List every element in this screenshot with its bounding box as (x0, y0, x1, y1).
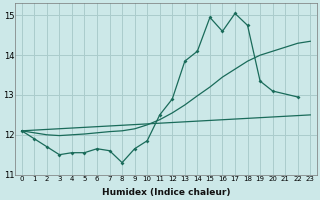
X-axis label: Humidex (Indice chaleur): Humidex (Indice chaleur) (102, 188, 230, 197)
